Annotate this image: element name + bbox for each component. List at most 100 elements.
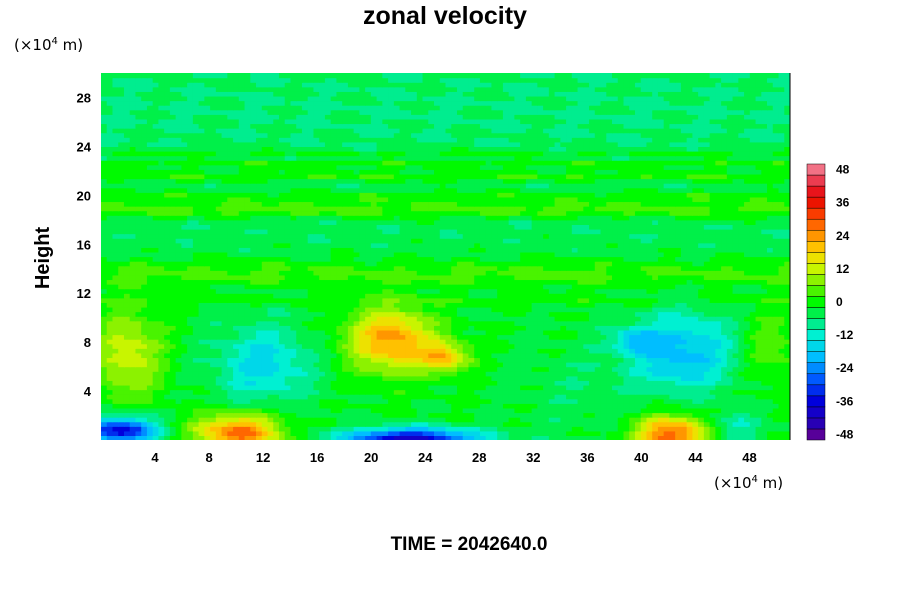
heatmap-cell bbox=[342, 430, 349, 437]
heatmap-cell bbox=[767, 366, 774, 372]
heatmap-cell bbox=[629, 417, 636, 423]
heatmap-cell bbox=[278, 371, 286, 377]
heatmap-cell bbox=[152, 384, 160, 391]
heatmap-cell bbox=[376, 380, 383, 386]
heatmap-cell bbox=[640, 380, 648, 386]
heatmap-cell bbox=[198, 270, 205, 276]
heatmap-cell bbox=[342, 348, 349, 354]
heatmap-cell bbox=[330, 288, 338, 294]
heatmap-cell bbox=[755, 394, 762, 400]
heatmap-cell bbox=[514, 339, 521, 345]
heatmap-cell bbox=[336, 362, 343, 368]
heatmap-cell bbox=[278, 265, 286, 271]
heatmap-cell bbox=[623, 261, 630, 267]
heatmap-cell bbox=[732, 343, 739, 349]
heatmap-cell bbox=[709, 398, 716, 404]
heatmap-cell bbox=[617, 297, 625, 303]
heatmap-cell bbox=[204, 380, 211, 386]
heatmap-cell bbox=[422, 407, 429, 414]
heatmap-cell bbox=[353, 279, 360, 285]
heatmap-cell bbox=[101, 343, 108, 349]
heatmap-cell bbox=[273, 394, 280, 400]
heatmap-cell bbox=[399, 247, 406, 253]
heatmap-cell bbox=[158, 371, 165, 377]
heatmap-cell bbox=[709, 343, 716, 349]
heatmap-cell bbox=[772, 293, 780, 299]
heatmap-cell bbox=[370, 357, 378, 363]
heatmap-cell bbox=[388, 302, 395, 308]
heatmap-cell bbox=[376, 384, 383, 391]
heatmap-cell bbox=[301, 247, 309, 253]
heatmap-cell bbox=[210, 261, 217, 267]
heatmap-cell bbox=[388, 261, 395, 267]
heatmap-cell bbox=[531, 302, 538, 308]
heatmap-cell bbox=[686, 261, 693, 267]
heatmap-cell bbox=[261, 384, 269, 391]
heatmap-cell bbox=[502, 293, 510, 299]
heatmap-cell bbox=[589, 256, 596, 262]
heatmap-cell bbox=[319, 398, 326, 404]
heatmap-cell bbox=[336, 274, 343, 281]
heatmap-cell bbox=[583, 430, 590, 437]
heatmap-cell bbox=[663, 293, 671, 299]
heatmap-cell bbox=[732, 348, 739, 354]
heatmap-cell bbox=[301, 389, 309, 395]
heatmap-cell bbox=[589, 357, 596, 363]
heatmap-cell bbox=[227, 394, 234, 400]
heatmap-cell bbox=[525, 366, 533, 372]
heatmap-cell bbox=[439, 366, 447, 372]
heatmap-cell bbox=[726, 384, 734, 391]
heatmap-cell bbox=[296, 320, 303, 326]
heatmap-cell bbox=[101, 362, 108, 368]
heatmap-cell bbox=[141, 284, 148, 290]
heatmap-cell bbox=[169, 430, 177, 437]
heatmap-cell bbox=[146, 265, 154, 271]
heatmap-cell bbox=[296, 293, 303, 299]
heatmap-cell bbox=[634, 362, 642, 368]
heatmap-cell bbox=[169, 371, 177, 377]
heatmap-cell bbox=[428, 412, 435, 418]
heatmap-cell bbox=[405, 302, 412, 308]
heatmap-cell bbox=[571, 375, 579, 381]
heatmap-cell bbox=[698, 320, 705, 326]
heatmap-cell bbox=[175, 297, 182, 303]
heatmap-cell bbox=[290, 407, 297, 414]
heatmap-cell bbox=[342, 261, 349, 267]
heatmap-cell bbox=[543, 421, 550, 427]
heatmap-cell bbox=[571, 329, 579, 336]
heatmap-cell bbox=[112, 274, 119, 281]
heatmap-cell bbox=[319, 403, 326, 409]
heatmap-cell bbox=[411, 362, 418, 368]
heatmap-cell bbox=[726, 398, 734, 404]
heatmap-cell bbox=[571, 352, 579, 359]
heatmap-cell bbox=[273, 417, 280, 423]
heatmap-cell bbox=[680, 366, 688, 372]
heatmap-cell bbox=[445, 426, 452, 432]
heatmap-cell bbox=[749, 311, 757, 317]
heatmap-cell bbox=[646, 288, 653, 294]
heatmap-cell bbox=[405, 398, 412, 404]
heatmap-cell bbox=[680, 380, 688, 386]
heatmap-cell bbox=[365, 293, 372, 299]
heatmap-cell bbox=[491, 384, 498, 391]
heatmap-cell bbox=[577, 270, 584, 276]
heatmap-cell bbox=[698, 343, 705, 349]
heatmap-cell bbox=[353, 384, 360, 391]
heatmap-cell bbox=[118, 306, 125, 313]
heatmap-cell bbox=[164, 302, 171, 308]
heatmap-cell bbox=[342, 284, 349, 290]
heatmap-cell bbox=[554, 339, 561, 345]
heatmap-cell bbox=[508, 389, 515, 395]
heatmap-cell bbox=[520, 288, 527, 294]
heatmap-cell bbox=[152, 366, 160, 372]
heatmap-cell bbox=[290, 362, 297, 368]
heatmap-cell bbox=[692, 348, 699, 354]
heatmap-cell bbox=[376, 398, 383, 404]
heatmap-cell bbox=[175, 348, 182, 354]
heatmap-cell bbox=[399, 380, 406, 386]
heatmap-cell bbox=[112, 251, 119, 258]
heatmap-cell bbox=[778, 343, 785, 349]
heatmap-cell bbox=[106, 293, 114, 299]
heatmap-cell bbox=[324, 334, 332, 340]
heatmap-cell bbox=[583, 394, 590, 400]
